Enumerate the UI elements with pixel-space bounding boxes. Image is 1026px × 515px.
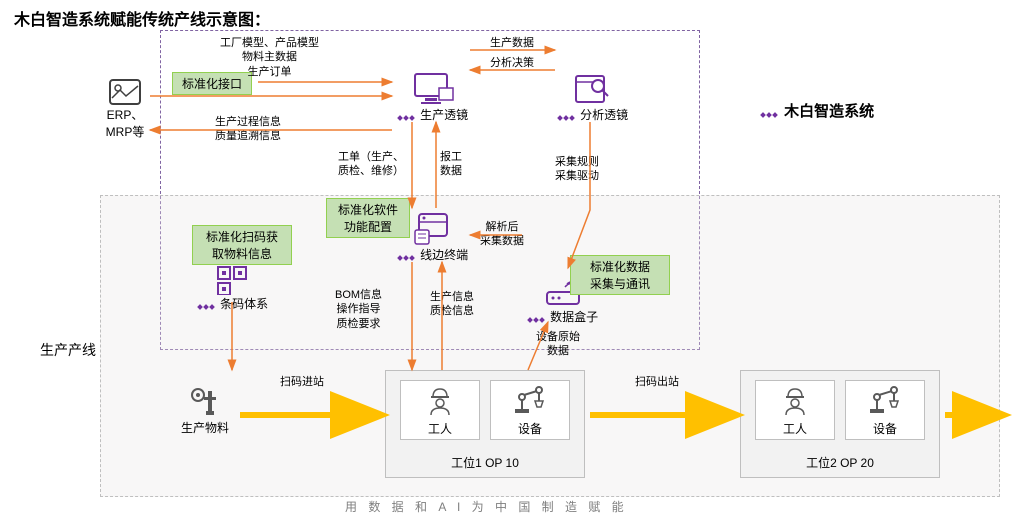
equip2-label: 设备 (846, 420, 924, 437)
edge-e10: 生产信息 质检信息 (430, 290, 474, 319)
worker-icon (425, 385, 455, 415)
system-name-label: 木白智造系统 (760, 100, 874, 121)
monitor-icon (411, 72, 455, 106)
station1-label: 工位1 OP 10 (386, 454, 584, 471)
equip1-label: 设备 (491, 420, 569, 437)
erp-icon (108, 78, 142, 106)
edge-e2: 生产过程信息 质量追溯信息 (215, 115, 281, 144)
edge-terminal-text: 线边终端 (420, 248, 468, 262)
book-search-icon (574, 72, 612, 106)
diamond-icon (197, 298, 215, 312)
edge-e12: 扫码进站 (280, 375, 324, 389)
prod-lens-text: 生产透镜 (420, 108, 468, 122)
system-name-text: 木白智造系统 (784, 103, 874, 120)
material-label: 生产物料 (175, 419, 235, 436)
erp-label: ERP、 MRP等 (100, 106, 150, 140)
page-title: 木白智造系统赋能传统产线示意图： (14, 6, 270, 30)
edge-e13: 扫码出站 (635, 375, 679, 389)
edge-e5: 工单（生产、 质检、维修） (338, 150, 404, 179)
worker1-label: 工人 (401, 420, 479, 437)
analysis-lens-node: 分析透镜 (555, 72, 630, 123)
data-box-label: 数据盒子 (525, 308, 600, 325)
edge-e7: 采集规则 采集驱动 (555, 155, 599, 184)
edge-e11: 设备原始 数据 (536, 330, 580, 359)
diamond-icon (397, 109, 415, 123)
tablet-icon (413, 212, 453, 246)
worker1-box: 工人 (400, 380, 480, 440)
prod-lens-label: 生产透镜 (395, 106, 470, 123)
barcode-text: 条码体系 (220, 297, 268, 311)
edge-e6: 报工 数据 (440, 150, 462, 179)
material-node: 生产物料 (175, 385, 235, 436)
worker-icon (780, 385, 810, 415)
analysis-lens-label: 分析透镜 (555, 106, 630, 123)
equip2-box: 设备 (845, 380, 925, 440)
analysis-lens-text: 分析透镜 (580, 108, 628, 122)
footer-text: 用 数 据 和 A I 为 中 国 制 造 赋 能 (345, 498, 628, 515)
tag-scan: 标准化扫码获 取物料信息 (192, 225, 292, 265)
data-box-text: 数据盒子 (550, 310, 598, 324)
robot-arm-icon (868, 385, 902, 415)
tag-collect: 标准化数据 采集与通讯 (570, 255, 670, 295)
equip1-box: 设备 (490, 380, 570, 440)
diamond-icon (397, 249, 415, 263)
station2-label: 工位2 OP 20 (741, 454, 939, 471)
diamond-icon (527, 311, 545, 325)
edge-e4: 分析决策 (490, 56, 534, 70)
edge-e9: BOM信息 操作指导 质检要求 (335, 288, 382, 331)
edge-e1: 工厂模型、产品模型 物料主数据 生产订单 (220, 36, 319, 79)
tag-config: 标准化软件 功能配置 (326, 198, 410, 238)
side-label: 生产产线 (40, 340, 96, 360)
worker2-box: 工人 (755, 380, 835, 440)
erp-node: ERP、 MRP等 (100, 78, 150, 140)
robot-arm-icon (513, 385, 547, 415)
barcode-label: 条码体系 (195, 295, 270, 312)
edge-e8: 解析后 采集数据 (480, 220, 524, 249)
edge-e3: 生产数据 (490, 36, 534, 50)
worker2-label: 工人 (756, 420, 834, 437)
qr-icon (216, 265, 250, 295)
edge-terminal-label: 线边终端 (395, 246, 470, 263)
barcode-node: 条码体系 (195, 265, 270, 312)
diamond-icon (760, 104, 778, 121)
diamond-icon (557, 109, 575, 123)
prod-lens-node: 生产透镜 (395, 72, 470, 123)
material-icon (188, 385, 222, 419)
